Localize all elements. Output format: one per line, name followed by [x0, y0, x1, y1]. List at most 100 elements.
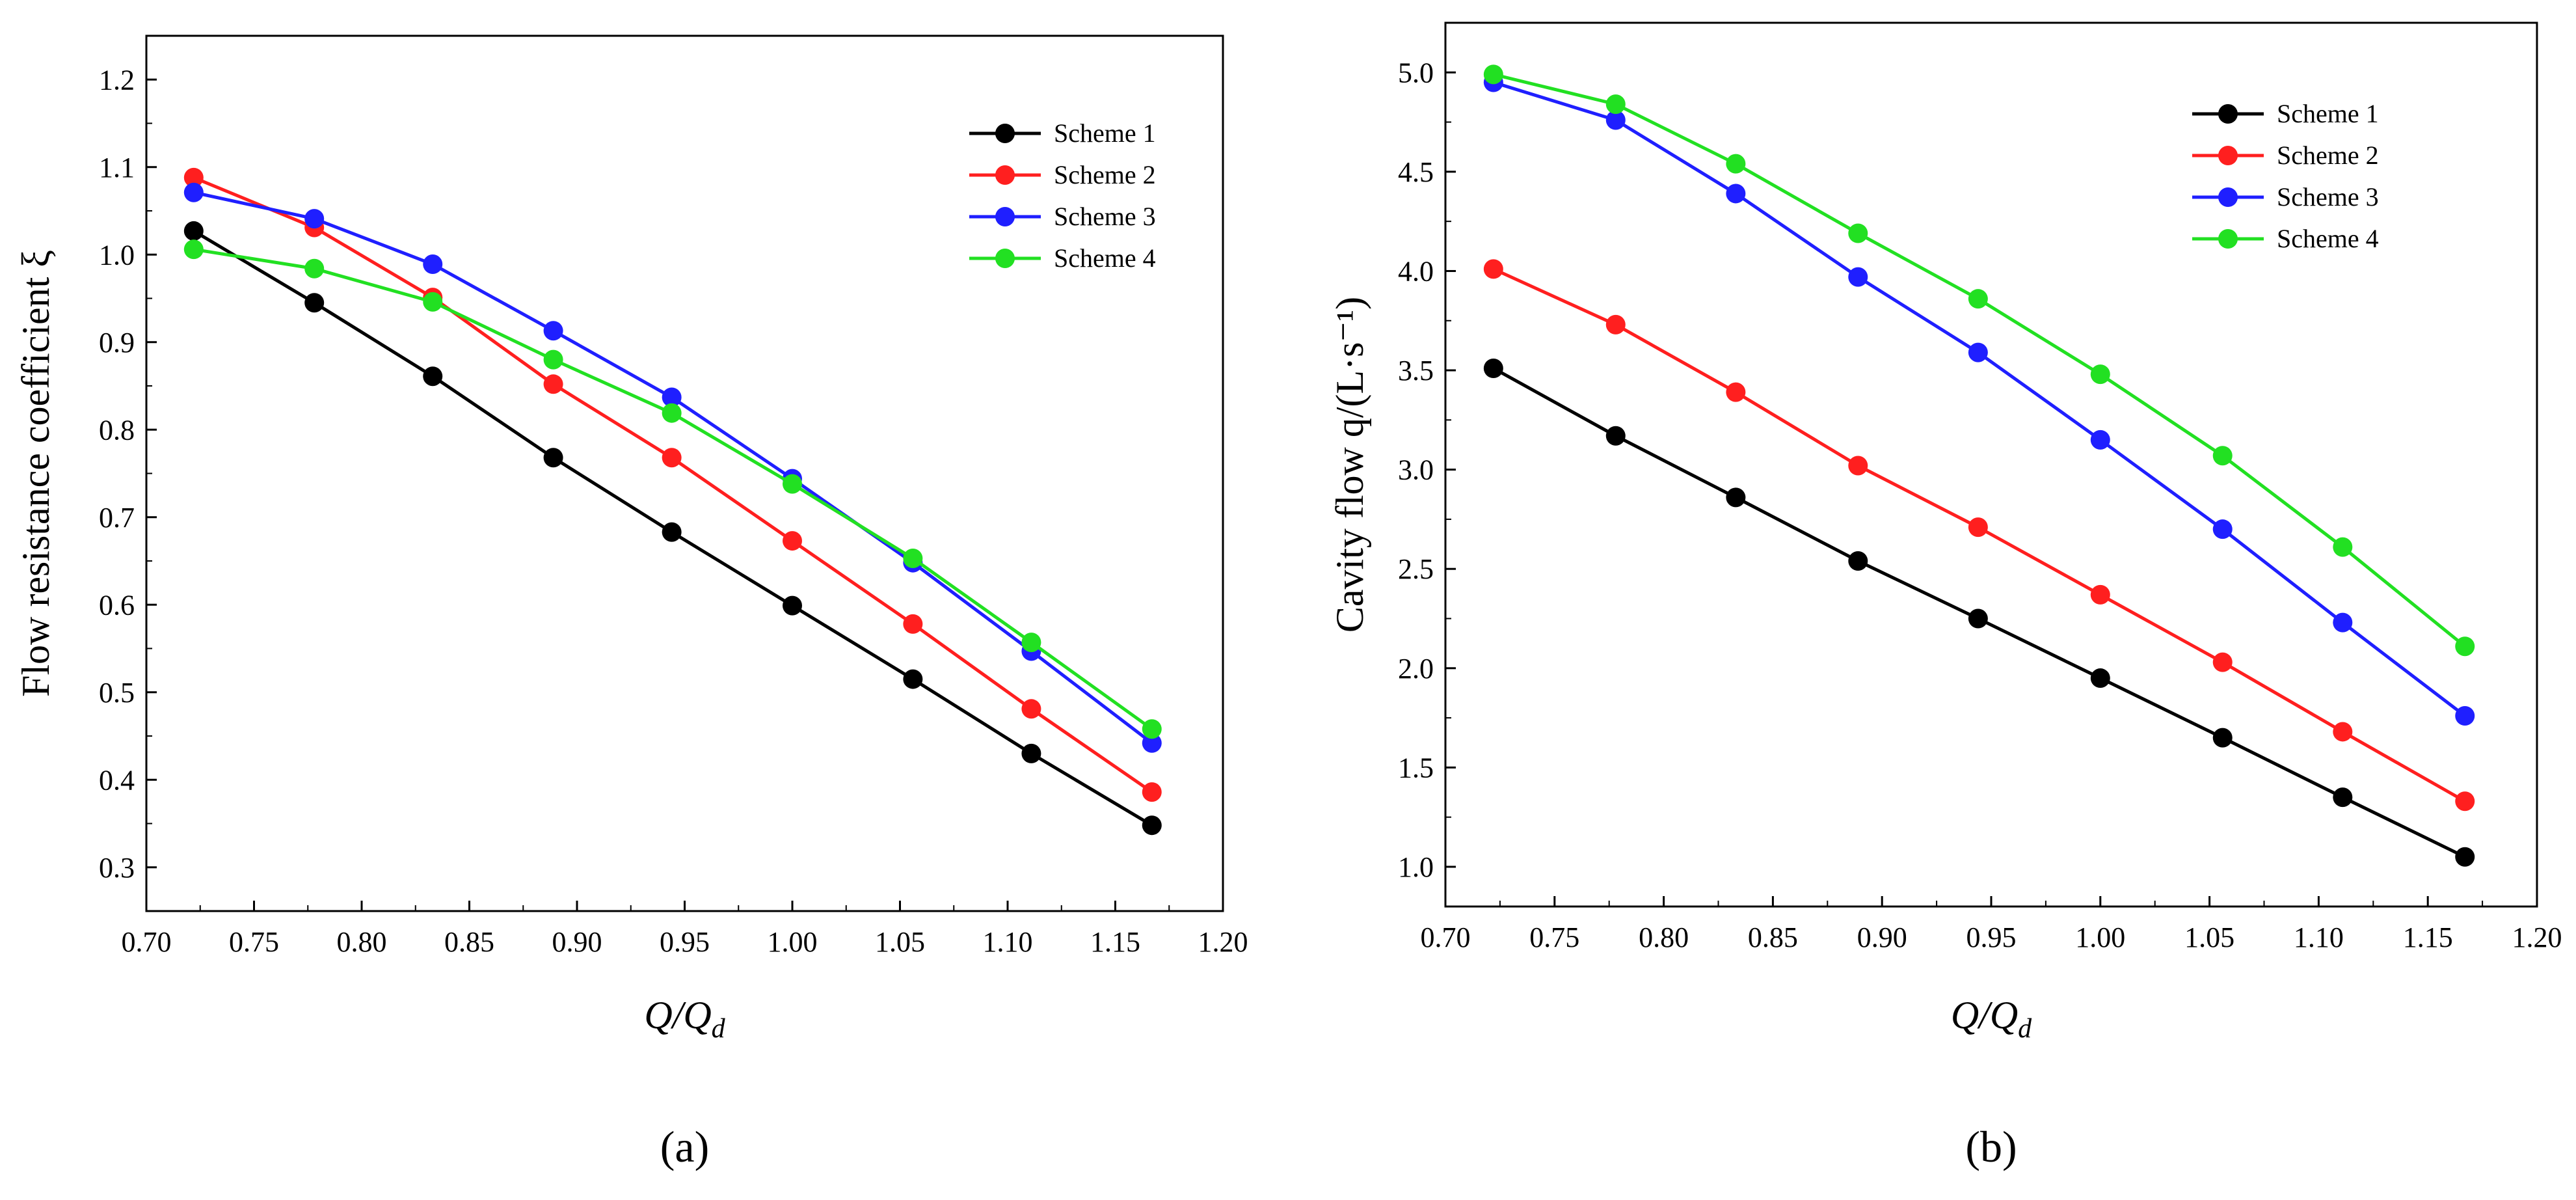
data-point [1726, 382, 1746, 402]
legend-marker [995, 124, 1015, 143]
data-point [1726, 487, 1746, 508]
panel-label: (b) [1965, 1122, 2017, 1171]
legend-label: Scheme 3 [2277, 182, 2379, 211]
x-tick-label: 1.05 [875, 926, 925, 958]
legend-label: Scheme 3 [1054, 202, 1156, 231]
legend-marker [2218, 146, 2238, 165]
data-point [2455, 636, 2475, 657]
data-point [2455, 847, 2475, 867]
data-point [1968, 342, 1988, 362]
y-axis-title: Flow resistance coefficient ξ [14, 250, 57, 697]
data-point [2333, 722, 2353, 742]
series-line [193, 176, 1153, 794]
x-axis-title-main: Q/Q [1951, 994, 2018, 1037]
legend: Scheme 1 Scheme 2 Scheme 3 Scheme 4 [969, 118, 1156, 273]
y-tick-label: 2.5 [1398, 553, 1434, 585]
data-point [2212, 652, 2233, 672]
data-point [304, 209, 325, 229]
data-point [1968, 289, 1988, 309]
y-tick-label: 0.9 [99, 327, 135, 359]
data-point [183, 221, 204, 241]
x-tick-label: 1.00 [768, 926, 818, 958]
data-point [1605, 94, 1626, 115]
data-point [1483, 358, 1503, 378]
panel-label: (a) [660, 1122, 709, 1171]
data-point [903, 548, 923, 568]
data-point [783, 595, 802, 616]
x-tick-label: 0.95 [1966, 921, 2017, 953]
y-tick-label: 4.0 [1398, 255, 1434, 287]
x-tick-label: 0.80 [1639, 921, 1689, 953]
data-point [1021, 743, 1041, 763]
x-tick-label: 0.75 [1529, 921, 1579, 953]
data-point [543, 448, 563, 468]
data-point [662, 522, 682, 542]
data-point [1483, 64, 1503, 85]
legend-marker [2218, 187, 2238, 207]
data-point [543, 349, 563, 370]
x-axis-title: Q/Qd [644, 994, 725, 1044]
data-point [1848, 551, 1868, 571]
data-point [304, 258, 325, 279]
legend-marker [995, 165, 1015, 185]
y-tick-label: 2.0 [1398, 653, 1434, 685]
data-point [304, 293, 325, 313]
series-3 [1483, 72, 2475, 726]
series-4 [1483, 64, 2475, 657]
x-tick-label: 0.90 [552, 926, 602, 958]
y-tick-label: 1.5 [1398, 752, 1434, 784]
legend-marker [995, 207, 1015, 226]
x-tick-label: 0.90 [1857, 921, 1907, 953]
y-tick-label: 0.5 [99, 677, 135, 709]
series-2 [1483, 259, 2475, 811]
x-tick-label: 0.85 [1748, 921, 1798, 953]
x-axis-title: Q/Qd [1951, 994, 2032, 1044]
x-tick-label: 0.80 [337, 926, 387, 958]
x-tick-label: 1.05 [2184, 921, 2234, 953]
data-point [903, 614, 923, 634]
data-point [1142, 815, 1162, 836]
data-point [1142, 733, 1162, 753]
data-point [1605, 314, 1626, 334]
x-tick-label: 0.95 [660, 926, 710, 958]
chart-panel-b: 0.70 0.75 0.80 0.85 0.90 0.95 1.00 1.05 1.10 1.15… [1328, 21, 2562, 1171]
data-point [183, 239, 204, 260]
data-point [183, 182, 204, 202]
series-1 [1483, 358, 2475, 867]
legend-label: Scheme 4 [2277, 224, 2379, 253]
x-tick-label: 1.10 [983, 926, 1033, 958]
data-point [1483, 259, 1503, 279]
data-point [783, 474, 802, 494]
data-point [1021, 699, 1041, 719]
data-point [1021, 633, 1041, 653]
data-point [2333, 537, 2353, 557]
data-point [423, 292, 443, 312]
x-axis-title-main: Q/Q [644, 994, 711, 1037]
series-4 [183, 239, 1162, 739]
y-tick-label: 3.0 [1398, 454, 1434, 486]
x-tick-label: 0.85 [444, 926, 494, 958]
x-tick-label: 1.00 [2075, 921, 2125, 953]
y-tick-label: 0.7 [99, 502, 135, 534]
data-point [2455, 791, 2475, 811]
y-tick-label: 3.5 [1398, 355, 1434, 387]
x-tick-label: 0.70 [122, 926, 172, 958]
data-point [2333, 612, 2353, 633]
x-tick-label: 1.15 [1090, 926, 1140, 958]
series-3 [183, 182, 1162, 753]
data-point [1142, 782, 1162, 802]
legend-label: Scheme 2 [2277, 141, 2379, 170]
data-point [2212, 519, 2233, 539]
data-point [2090, 430, 2110, 450]
data-point [183, 167, 204, 187]
data-point [1605, 110, 1626, 130]
data-point [1726, 154, 1746, 174]
data-point [1726, 184, 1746, 204]
data-point [2455, 706, 2475, 726]
x-tick-label: 1.20 [1198, 926, 1248, 958]
data-point [1968, 608, 1988, 629]
y-tick-label: 1.2 [99, 64, 135, 96]
series-1 [183, 221, 1162, 836]
x-tick-label: 1.15 [2403, 921, 2453, 953]
